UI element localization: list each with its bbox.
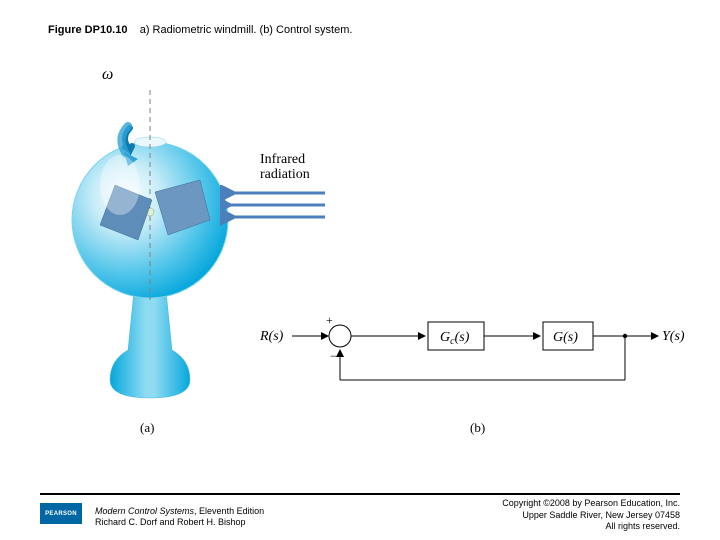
plant-label: G(s) [553,330,578,345]
bulb-highlight [100,155,140,215]
diagram-area: ω [40,60,680,440]
book-title: Modern Control Systems [95,506,194,516]
radiometric-windmill [60,80,240,420]
copyright-block: Copyright ©2008 by Pearson Education, In… [502,498,680,532]
infrared-text-1: Infrared [260,152,305,167]
block-diagram-svg: R(s) + − Gc(s) G(s) Y(s) [260,310,690,400]
part-label-a: (a) [140,420,154,436]
summing-junction [329,325,351,347]
controller-label: Gc(s) [440,330,470,347]
pearson-logo-text: PEARSON [45,511,77,517]
output-label: Y(s) [662,329,685,344]
windmill-svg [60,80,240,420]
minus-sign: − [330,349,337,363]
copyright-line3: All rights reserved. [605,521,680,531]
part-label-b: (b) [470,420,485,436]
book-credit: Modern Control Systems, Eleventh Edition… [95,506,264,529]
infrared-arrows [220,185,330,235]
control-block-diagram: R(s) + − Gc(s) G(s) Y(s) [260,310,690,400]
input-label: R(s) [260,329,284,344]
book-edition: , Eleventh Edition [194,506,264,516]
plus-sign: + [326,313,333,327]
footer-divider [40,493,680,495]
book-authors: Richard C. Dorf and Robert H. Bishop [95,517,246,527]
figure-number: Figure DP10.10 [48,24,127,36]
figure-caption: Figure DP10.10 a) Radiometric windmill. … [48,24,352,36]
copyright-line2: Upper Saddle River, New Jersey 07458 [522,510,680,520]
infrared-label: Infrared radiation [260,152,310,183]
infrared-text-2: radiation [260,167,310,182]
copyright-line1: Copyright ©2008 by Pearson Education, In… [502,498,680,508]
pearson-logo: PEARSON [40,503,82,524]
figure-caption-text: a) Radiometric windmill. (b) Control sys… [140,24,353,36]
